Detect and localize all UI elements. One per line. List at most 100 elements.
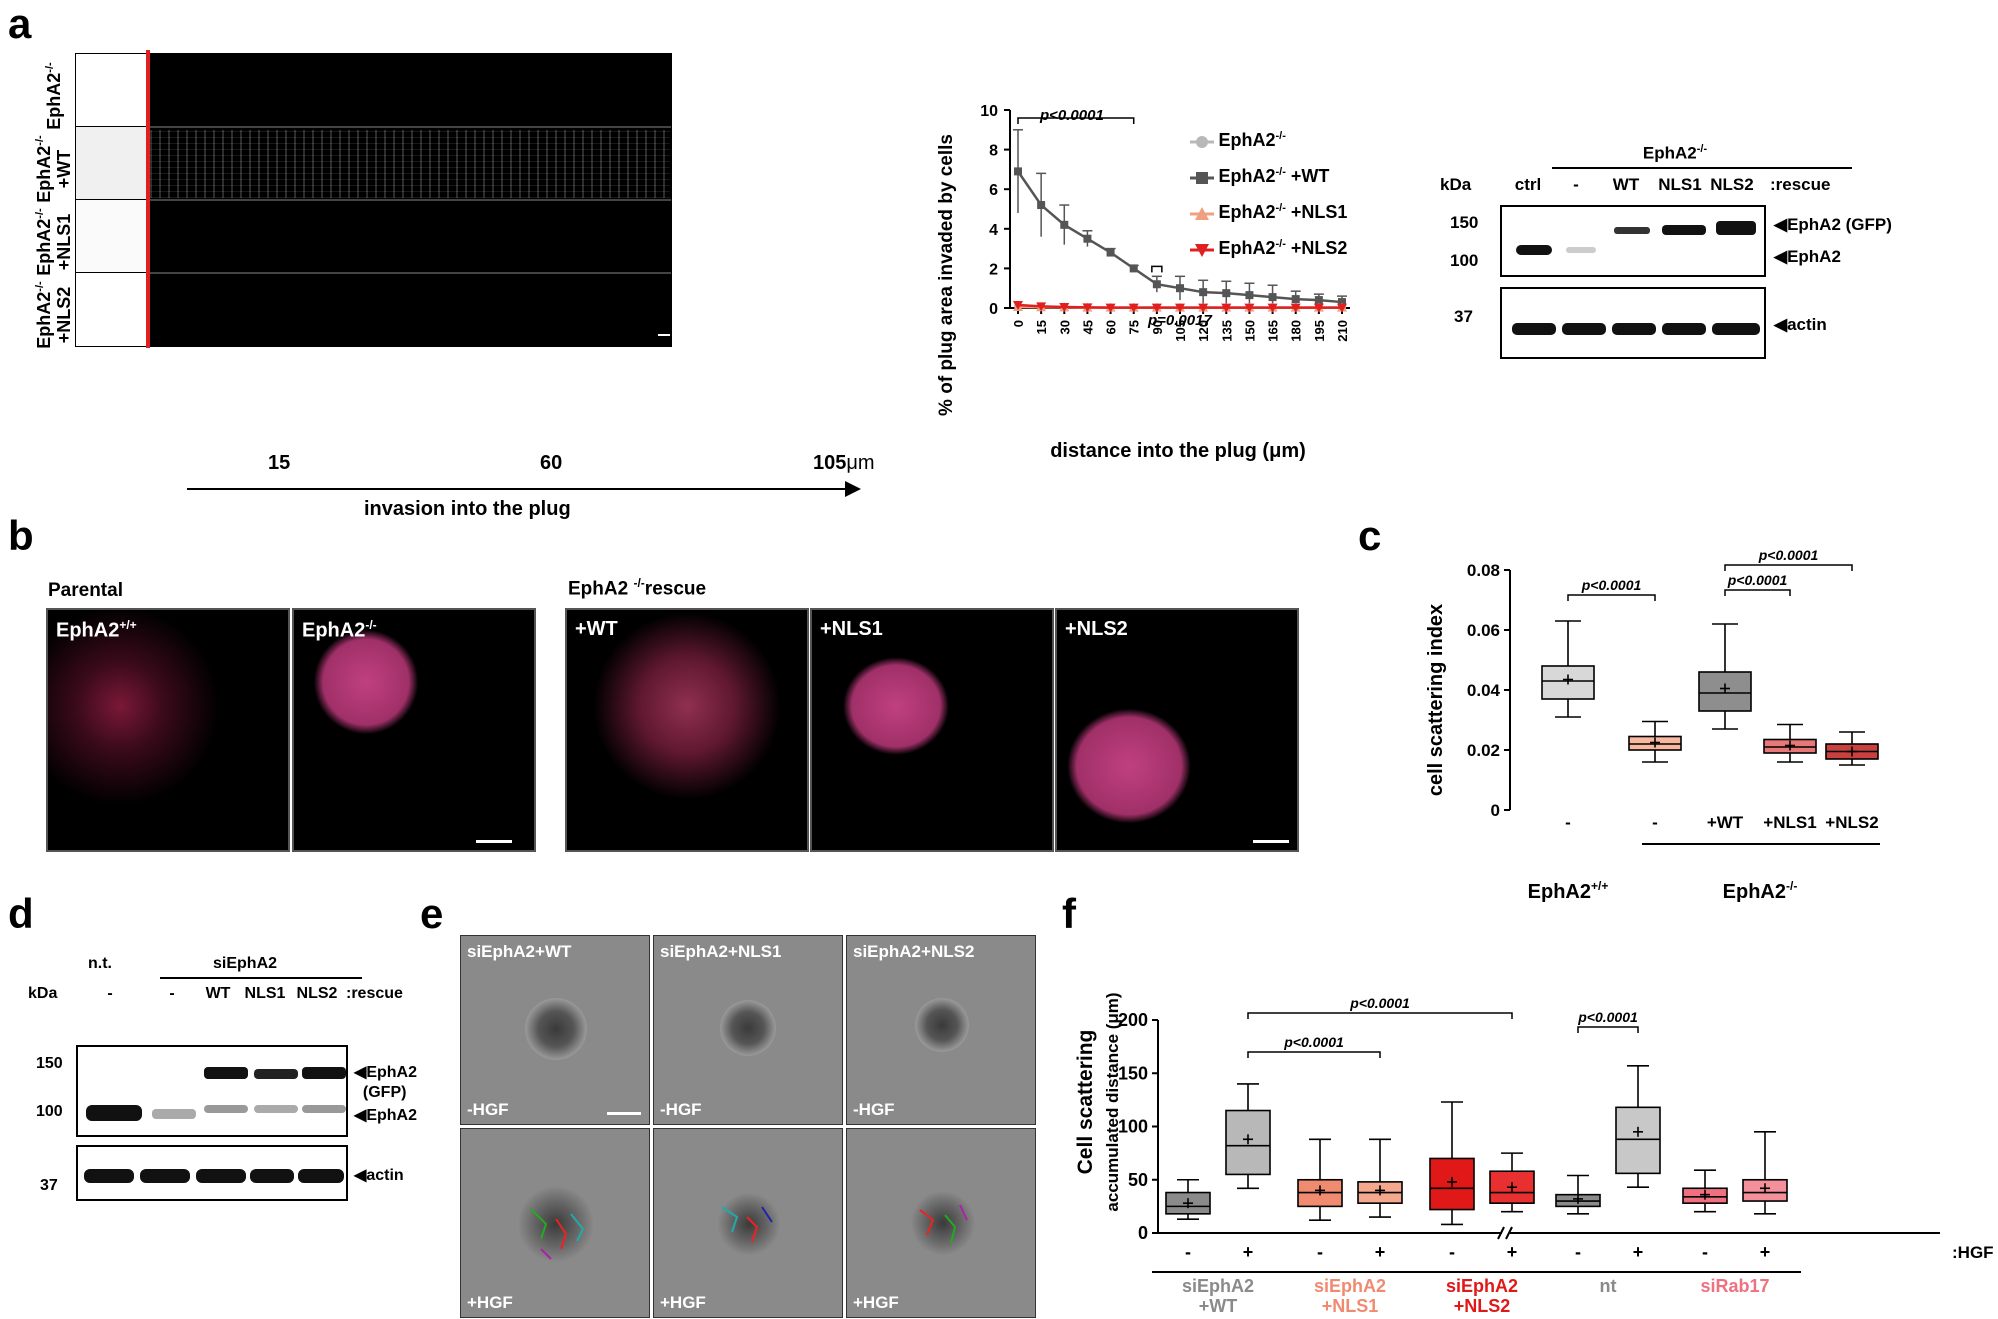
- micrograph-rescue-nls2: +NLS2: [1055, 608, 1299, 852]
- invasion-left-crop-1: [76, 54, 148, 127]
- data-point: [1059, 303, 1070, 313]
- band: [1512, 323, 1556, 335]
- micrograph-label: EphA2-/-: [302, 618, 377, 642]
- data-point: [1313, 303, 1324, 313]
- marker-150: 150: [36, 1055, 63, 1072]
- rescue-header: EphA2 -/-rescue: [568, 576, 707, 600]
- blot-actin: [1500, 287, 1766, 359]
- data-point: [1221, 303, 1232, 313]
- data-point: [1198, 303, 1209, 313]
- legend-item: EphA2-/-: [1190, 130, 1347, 158]
- band: [1562, 323, 1606, 335]
- band: [302, 1105, 346, 1113]
- hgf-sign: +: [1633, 1242, 1644, 1262]
- hgf-sign: -: [1449, 1242, 1455, 1262]
- data-point: [1060, 220, 1069, 229]
- scale-bar: [476, 840, 512, 843]
- band-label: ◀actin: [1774, 315, 1827, 334]
- marker-100: 100: [36, 1103, 63, 1120]
- data-point: [1128, 303, 1139, 313]
- band: [196, 1169, 246, 1183]
- group-label: +NLS2: [1454, 1296, 1511, 1316]
- f-ylabel-2: accumulated distance (μm): [1103, 992, 1122, 1211]
- hgf-label: :HGF: [1952, 1243, 1994, 1262]
- data-point: [1338, 298, 1346, 307]
- x-tick-label: 30: [1057, 320, 1072, 334]
- lane-label: -: [1573, 175, 1579, 194]
- lane-label: -: [107, 985, 113, 1002]
- kda-label: kDa: [1440, 175, 1472, 194]
- panel-label-f: f: [1062, 890, 1076, 937]
- lane-label: NLS2: [296, 985, 338, 1002]
- phase-label: -HGF: [467, 1100, 509, 1119]
- y-tick-label: 0.06: [1467, 621, 1500, 640]
- lane-label: ctrl: [1514, 175, 1542, 194]
- cell-cluster: [905, 1185, 981, 1261]
- invasion-line-chart: % of plug area invaded by cells distance…: [936, 103, 1350, 462]
- band: [298, 1169, 344, 1183]
- c-xlabel: -: [1565, 813, 1571, 832]
- x-tick-label: 90: [1150, 320, 1165, 334]
- panel-label-e: e: [420, 890, 444, 937]
- phase-label: -HGF: [660, 1100, 702, 1119]
- micrograph-label: +NLS1: [820, 618, 883, 640]
- band: [1662, 323, 1706, 335]
- band-label: ◀actin: [354, 1167, 404, 1184]
- significance-bracket: [1577, 1026, 1639, 1033]
- marker-37: 37: [40, 1177, 58, 1194]
- y-tick-label: 200: [1118, 1010, 1148, 1030]
- data-point: [1268, 293, 1277, 302]
- band: [204, 1105, 248, 1113]
- band: [204, 1067, 248, 1079]
- micrograph-parental-wt: EphA2+/+: [46, 608, 290, 852]
- data-point: [1245, 291, 1254, 300]
- p-value-1: p<0.0001: [1039, 107, 1104, 124]
- x-tick-label: 105: [1173, 320, 1188, 342]
- cell-tracks: [530, 1208, 585, 1260]
- row-divider: [148, 272, 671, 274]
- panel-label-b: b: [8, 512, 34, 559]
- lane-label: NLS2: [1710, 175, 1754, 194]
- hgf-sign: -: [1575, 1242, 1581, 1262]
- hgf-sign: +: [1243, 1242, 1254, 1262]
- rescue-label: :rescue: [346, 985, 403, 1002]
- data-point: [1314, 296, 1323, 305]
- group-label: siEphA2: [1446, 1276, 1518, 1296]
- lane-label: NLS1: [244, 985, 286, 1002]
- data-point: [1082, 303, 1093, 313]
- significance-bracket: [1567, 594, 1656, 601]
- hgf-sign: +: [1375, 1242, 1386, 1262]
- p-value: p<0.0001: [1758, 547, 1819, 563]
- hgf-sign: -: [1185, 1242, 1191, 1262]
- band-label: ◀EphA2: [1774, 247, 1841, 266]
- data-point: [1291, 295, 1300, 304]
- band-label: ◀EphA2: [354, 1107, 417, 1124]
- cell-cluster: [511, 1179, 601, 1269]
- lane-label: WT: [1612, 175, 1640, 194]
- data-point: [1175, 303, 1185, 313]
- phase-image-nls1-plus: +HGF: [653, 1128, 843, 1318]
- lane-label: -: [169, 985, 175, 1002]
- x-tick-label: 165: [1266, 320, 1281, 342]
- x-tick-label: 135: [1219, 320, 1234, 342]
- phase-label: +HGF: [853, 1293, 899, 1312]
- marker-100: 100: [1450, 251, 1479, 270]
- band: [1662, 225, 1706, 235]
- y-tick-label: 0.04: [1467, 681, 1501, 700]
- micrograph-parental-ko: EphA2-/-: [292, 608, 536, 852]
- row-divider: [148, 199, 671, 201]
- data-point: [1176, 284, 1184, 293]
- hgf-sign: -: [1702, 1242, 1708, 1262]
- band: [302, 1067, 346, 1079]
- band: [1712, 323, 1760, 335]
- c-xlabel: +NLS2: [1825, 813, 1878, 832]
- scattering-index-boxplot: cell scattering index 00.020.040.060.08 …: [1425, 547, 1880, 903]
- phase-label: siEphA2+WT: [467, 942, 572, 961]
- data-point: [1337, 303, 1347, 313]
- hgf-sign: -: [1317, 1242, 1323, 1262]
- band: [1614, 227, 1650, 234]
- rescue-label: :rescue: [1770, 175, 1831, 194]
- y-tick-label: 0: [1491, 801, 1500, 820]
- scale-bar: [607, 1112, 641, 1115]
- legend-item: EphA2-/- +NLS2: [1190, 238, 1347, 266]
